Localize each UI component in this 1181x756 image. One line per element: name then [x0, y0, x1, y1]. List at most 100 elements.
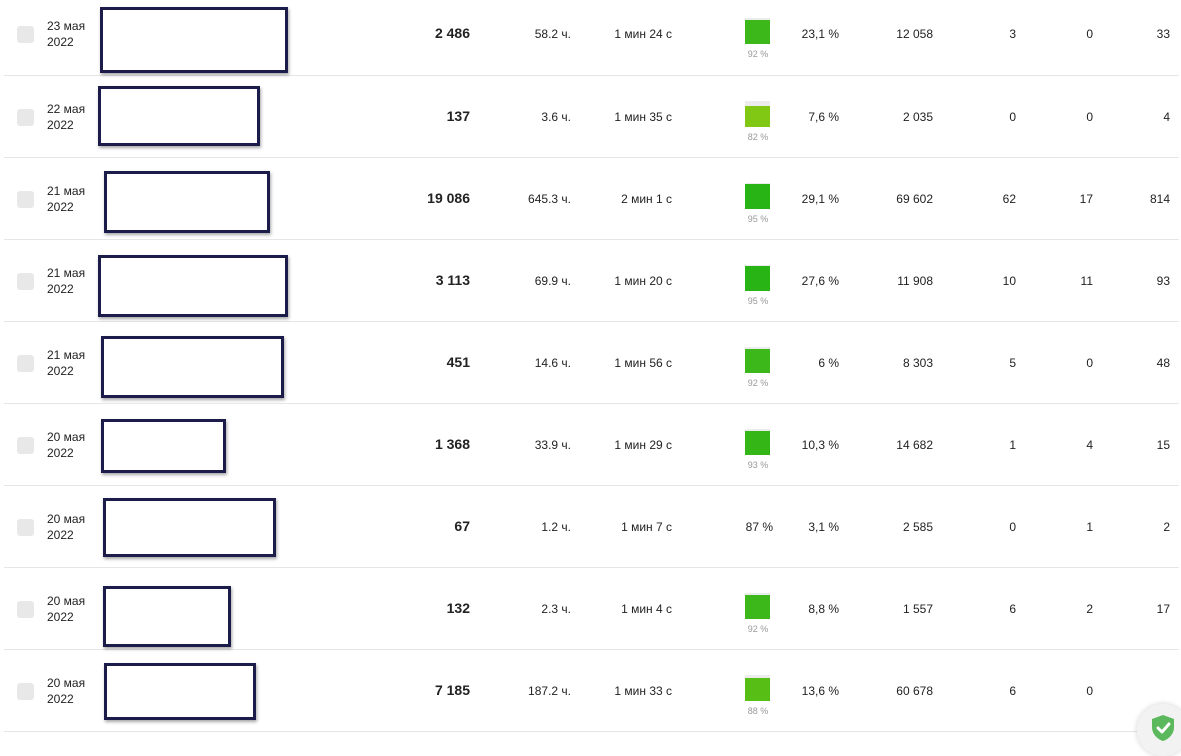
metric-b: 4 — [1086, 438, 1093, 452]
metric-a: 3 — [1009, 27, 1016, 41]
table-row[interactable]: 22 мая 2022 137 3.6 ч. 1 мин 35 с 82 % 7… — [4, 76, 1179, 158]
quality-bar — [745, 429, 770, 455]
quality-bar — [745, 347, 770, 373]
ctr-percent: 6 % — [818, 356, 839, 370]
publish-date: 21 мая 2022 — [47, 347, 99, 379]
metric-c: 93 — [1156, 274, 1170, 288]
date-year: 2022 — [47, 282, 74, 296]
video-thumbnail[interactable] — [103, 586, 231, 647]
watch-hours: 3.6 ч. — [541, 110, 571, 124]
quality-bar — [745, 183, 770, 209]
ctr-percent: 3,1 % — [808, 520, 839, 534]
metric-a: 0 — [1009, 110, 1016, 124]
row-checkbox[interactable] — [17, 355, 34, 372]
quality-label: 95 % — [747, 296, 769, 306]
ctr-percent: 13,6 % — [801, 684, 839, 698]
row-checkbox[interactable] — [17, 683, 34, 700]
table-row[interactable]: 23 мая 2022 2 486 58.2 ч. 1 мин 24 с 92 … — [4, 0, 1179, 76]
watch-hours: 69.9 ч. — [534, 274, 571, 288]
views-count: 19 086 — [427, 190, 470, 206]
quality-label: 95 % — [747, 214, 769, 224]
quality-indicator: 92 % — [745, 18, 771, 59]
ctr-percent: 8,8 % — [808, 602, 839, 616]
date-year: 2022 — [47, 200, 74, 214]
views-count: 2 486 — [434, 25, 470, 41]
row-checkbox[interactable] — [17, 109, 34, 126]
views-count: 3 113 — [435, 272, 470, 288]
table-row[interactable]: 20 мая 2022 67 1.2 ч. 1 мин 7 с 87 % 3,1… — [4, 486, 1179, 568]
watch-hours: 187.2 ч. — [528, 684, 571, 698]
quality-label: 93 % — [747, 460, 769, 470]
metric-a: 62 — [1002, 192, 1016, 206]
quality-bar-fill — [745, 184, 770, 209]
row-checkbox[interactable] — [17, 273, 34, 290]
watch-hours: 1.2 ч. — [541, 520, 571, 534]
stats-table: 23 мая 2022 2 486 58.2 ч. 1 мин 24 с 92 … — [4, 0, 1179, 732]
quality-label: 88 % — [747, 706, 769, 716]
avg-watch-time: 2 мин 1 с — [621, 192, 672, 206]
quality-label: 92 % — [747, 624, 769, 634]
metric-b: 0 — [1086, 356, 1093, 370]
video-thumbnail[interactable] — [104, 663, 256, 720]
impressions-count: 8 303 — [902, 356, 933, 370]
row-checkbox[interactable] — [17, 601, 34, 618]
impressions-count: 60 678 — [896, 684, 933, 698]
impressions-count: 14 682 — [896, 438, 933, 452]
quality-bar-fill — [745, 595, 770, 619]
avg-watch-time: 1 мин 24 с — [614, 27, 672, 41]
video-thumbnail[interactable] — [100, 7, 288, 73]
row-checkbox[interactable] — [17, 519, 34, 536]
video-thumbnail[interactable] — [98, 86, 260, 146]
quality-indicator: 95 % — [745, 183, 771, 224]
date-year: 2022 — [47, 364, 74, 378]
date-day: 23 мая — [47, 19, 86, 33]
views-count: 7 185 — [434, 682, 470, 698]
date-day: 20 мая — [47, 594, 86, 608]
row-checkbox[interactable] — [17, 437, 34, 454]
date-day: 20 мая — [47, 430, 86, 444]
metric-a: 1 — [1009, 438, 1016, 452]
metric-a: 10 — [1002, 274, 1016, 288]
metric-b: 0 — [1086, 110, 1093, 124]
quality-bar-fill — [745, 20, 770, 44]
video-thumbnail[interactable] — [104, 171, 270, 233]
protection-badge[interactable] — [1137, 704, 1181, 756]
ctr-percent: 7,6 % — [808, 110, 839, 124]
row-checkbox[interactable] — [17, 191, 34, 208]
impressions-count: 1 557 — [902, 602, 933, 616]
video-thumbnail[interactable] — [101, 336, 284, 398]
table-row[interactable]: 20 мая 2022 132 2.3 ч. 1 мин 4 с 92 % 8,… — [4, 568, 1179, 650]
date-day: 21 мая — [47, 348, 86, 362]
watch-hours: 58.2 ч. — [534, 27, 571, 41]
quality-bar — [745, 593, 770, 619]
table-row[interactable]: 20 мая 2022 7 185 187.2 ч. 1 мин 33 с 88… — [4, 650, 1179, 732]
row-checkbox[interactable] — [17, 26, 34, 43]
ctr-percent: 27,6 % — [801, 274, 839, 288]
table-row[interactable]: 21 мая 2022 451 14.6 ч. 1 мин 56 с 92 % … — [4, 322, 1179, 404]
impressions-count: 69 602 — [896, 192, 933, 206]
avg-watch-time: 1 мин 20 с — [614, 274, 672, 288]
quality-indicator: 95 % — [745, 265, 771, 306]
views-count: 451 — [446, 354, 470, 370]
views-count: 67 — [454, 518, 470, 534]
video-thumbnail[interactable] — [98, 255, 288, 317]
watch-hours: 33.9 ч. — [534, 438, 571, 452]
video-thumbnail[interactable] — [103, 498, 276, 557]
table-row[interactable]: 20 мая 2022 1 368 33.9 ч. 1 мин 29 с 93 … — [4, 404, 1179, 486]
publish-date: 20 мая 2022 — [47, 675, 99, 707]
table-row[interactable]: 21 мая 2022 19 086 645.3 ч. 2 мин 1 с 95… — [4, 158, 1179, 240]
publish-date: 21 мая 2022 — [47, 183, 99, 215]
shield-check-icon — [1152, 715, 1174, 741]
impressions-count: 2 035 — [902, 110, 933, 124]
table-row[interactable]: 21 мая 2022 3 113 69.9 ч. 1 мин 20 с 95 … — [4, 240, 1179, 322]
quality-bar — [745, 675, 770, 701]
metric-a: 6 — [1009, 602, 1016, 616]
date-year: 2022 — [47, 35, 74, 49]
date-year: 2022 — [47, 446, 74, 460]
quality-bar-fill — [745, 430, 770, 455]
metric-a: 5 — [1009, 356, 1016, 370]
video-thumbnail[interactable] — [101, 419, 226, 473]
impressions-count: 12 058 — [896, 27, 933, 41]
impressions-count: 11 908 — [897, 274, 933, 288]
avg-watch-time: 1 мин 29 с — [614, 438, 672, 452]
